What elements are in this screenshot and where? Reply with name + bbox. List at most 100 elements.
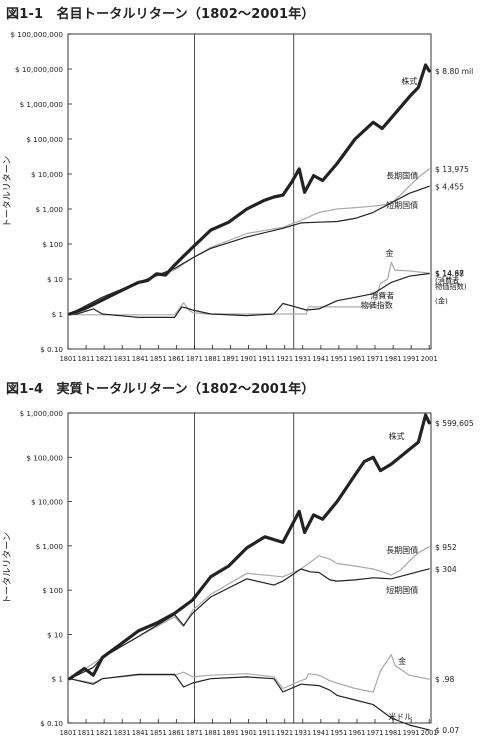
series-annotation-長期国債: 長期国債 — [386, 171, 418, 181]
x-tick-label: 1811 — [78, 729, 95, 737]
series-line-株式 — [68, 413, 431, 681]
x-tick-label: 1911 — [258, 355, 275, 363]
y-tick-label: $ 1,000,000 — [20, 409, 64, 418]
y-tick-label: $ 100,000,000 — [10, 30, 63, 39]
x-tick-label: 1991 — [403, 729, 420, 737]
end-sublabel: (消費者 — [435, 276, 459, 285]
x-tick-label: 1941 — [312, 355, 329, 363]
x-tick-label: 1891 — [222, 355, 239, 363]
y-tick-label: $ 1,000 — [36, 205, 64, 214]
end-label-長期国債: $ 13,975 — [435, 165, 469, 174]
series-line-長期国債 — [69, 546, 430, 680]
series-line-短期国債 — [69, 568, 430, 680]
x-tick-label: 1971 — [367, 355, 384, 363]
series-annotation-物価指数: 物価指数 — [361, 300, 393, 310]
y-axis-label: トータルリターン — [2, 156, 13, 228]
x-tick-label: 1861 — [168, 355, 185, 363]
y-tick-label: $ 1,000 — [36, 542, 64, 551]
x-tick-label: 1951 — [331, 355, 348, 363]
x-tick-label: 1951 — [331, 729, 348, 737]
chart2-real-total-return: $ 0.10 $ 1 $ 10 $ 100 $ 1,000 $ 10,000 $ 100,0… — [2, 409, 474, 737]
x-tick-label: 1961 — [349, 729, 366, 737]
y-tick-label: $ 1 — [52, 310, 63, 319]
series-annotation-株式: 株式 — [401, 76, 417, 86]
end-sublabel: (金) — [435, 297, 448, 306]
x-tick-label: 1901 — [240, 729, 257, 737]
series-annotation-米ドル: 米ドル — [388, 712, 412, 722]
series-line-米ドル — [69, 673, 430, 731]
chart1-title: 図1-1 名目トータルリターン（1802〜2001年） — [6, 7, 315, 22]
series-annotation-消費者: 消費者 — [370, 290, 394, 300]
x-tick-label: 1811 — [78, 355, 95, 363]
y-tick-label: $ 10,000,000 — [15, 65, 63, 74]
end-label-短期国債: $ 304 — [435, 565, 457, 574]
y-tick-label: $ 100 — [42, 240, 63, 249]
end-label-米ドル: $ 0.07 — [435, 726, 459, 735]
x-tick-label: 1851 — [150, 729, 167, 737]
x-tick-label: 1981 — [385, 355, 402, 363]
x-tick-label: 1871 — [186, 729, 203, 737]
chart1-nominal-total-return: $ 0.10 $ 1 $ 10 $ 100 $ 1,000 $ 10,000 $ 100,0… — [2, 30, 473, 363]
x-tick-label: 1901 — [240, 355, 257, 363]
x-tick-label: 1821 — [96, 355, 113, 363]
series-annotation-金: 金 — [398, 656, 406, 666]
series-annotation-株式: 株式 — [389, 431, 405, 441]
x-tick-label: 1801 — [60, 355, 77, 363]
series-line-短期国債 — [69, 185, 430, 315]
x-tick-label: 1931 — [294, 355, 311, 363]
series-line-金 — [69, 261, 430, 316]
y-tick-label: $ 100,000 — [26, 453, 63, 462]
end-label-金: $ 14.67 — [435, 269, 464, 278]
x-tick-label: 1981 — [385, 729, 402, 737]
x-tick-label: 2001 — [421, 355, 438, 363]
end-label-株式: $ 8.80 mil — [435, 67, 473, 76]
series-line-長期国債 — [69, 168, 430, 315]
x-tick-label: 1801 — [60, 729, 77, 737]
series-annotation-長期国債: 長期国債 — [386, 545, 418, 555]
plot-frame — [67, 33, 432, 350]
y-tick-label: $ 1,000,000 — [20, 100, 64, 109]
end-label-長期国債: $ 952 — [435, 543, 457, 552]
series-line-消費者物価指数 — [69, 272, 430, 318]
x-tick-label: 2001 — [421, 729, 438, 737]
y-tick-label: $ 0.10 — [40, 719, 63, 728]
y-tick-label: $ 10 — [47, 630, 63, 639]
end-label-短期国債: $ 4,455 — [435, 182, 464, 191]
y-tick-label: $ 1 — [52, 675, 63, 684]
x-tick-label: 1841 — [132, 355, 149, 363]
y-tick-label: $ 100 — [42, 586, 63, 595]
x-tick-label: 1831 — [114, 355, 131, 363]
x-tick-label: 1961 — [349, 355, 366, 363]
x-tick-label: 1841 — [132, 729, 149, 737]
end-label-消費者物価指数: $ 14.38 — [435, 269, 464, 278]
x-tick-label: 1861 — [168, 729, 185, 737]
y-tick-label: $ 10,000 — [31, 170, 63, 179]
series-annotation-短期国債: 短期国債 — [386, 585, 418, 595]
x-tick-label: 1871 — [186, 355, 203, 363]
x-tick-label: 1881 — [204, 355, 221, 363]
chart2-title: 図1-4 実質トータルリターン（1802〜2001年） — [6, 382, 315, 397]
x-tick-label: 1851 — [150, 355, 167, 363]
x-tick-label: 1991 — [403, 355, 420, 363]
x-tick-label: 1941 — [312, 729, 329, 737]
x-tick-label: 1911 — [258, 729, 275, 737]
x-tick-label: 1831 — [114, 729, 131, 737]
plot-frame — [67, 412, 432, 724]
y-tick-label: $ 0.10 — [40, 345, 63, 354]
end-label-株式: $ 599,605 — [435, 419, 474, 428]
x-tick-label: 1821 — [96, 729, 113, 737]
y-axis-label: トータルリターン — [2, 532, 13, 604]
series-line-株式 — [68, 63, 431, 316]
y-tick-label: $ 10,000 — [31, 498, 63, 507]
series-annotation-金: 金 — [385, 248, 393, 258]
series-annotation-短期国債: 短期国債 — [386, 200, 418, 210]
series-line-金 — [69, 654, 430, 693]
end-label-金: $ .98 — [435, 675, 454, 684]
end-sublabel: 物価指数) — [435, 282, 467, 291]
x-tick-label: 1881 — [204, 729, 221, 737]
x-tick-label: 1931 — [294, 729, 311, 737]
x-tick-label: 1891 — [222, 729, 239, 737]
x-tick-label: 1921 — [276, 355, 293, 363]
y-tick-label: $ 100,000 — [26, 135, 63, 144]
x-tick-label: 1971 — [367, 729, 384, 737]
